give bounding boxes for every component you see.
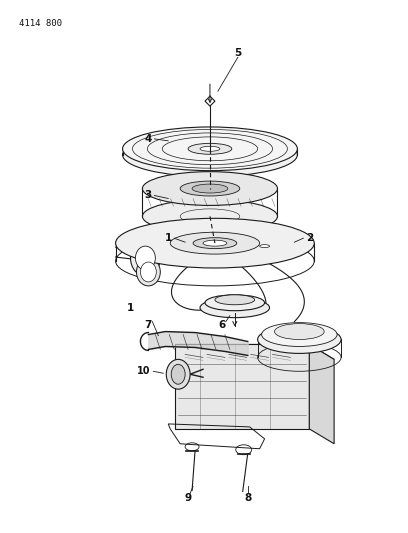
Text: 2: 2: [306, 233, 313, 243]
Ellipse shape: [192, 184, 228, 193]
Ellipse shape: [131, 240, 160, 276]
Text: 4114 800: 4114 800: [19, 19, 62, 28]
Text: 3: 3: [145, 190, 152, 200]
Ellipse shape: [193, 238, 237, 248]
Ellipse shape: [200, 298, 270, 318]
Polygon shape: [309, 344, 334, 444]
Text: 10: 10: [137, 366, 150, 376]
Polygon shape: [175, 344, 334, 359]
Ellipse shape: [115, 219, 314, 268]
Text: 4: 4: [145, 134, 152, 144]
Ellipse shape: [122, 133, 297, 176]
Text: 1: 1: [127, 303, 134, 313]
Ellipse shape: [136, 258, 160, 286]
Text: 9: 9: [184, 494, 192, 503]
Ellipse shape: [262, 322, 337, 346]
Ellipse shape: [142, 172, 277, 205]
Ellipse shape: [122, 127, 297, 171]
Ellipse shape: [170, 232, 259, 254]
Polygon shape: [175, 344, 309, 429]
Text: 1: 1: [164, 233, 172, 243]
Ellipse shape: [166, 359, 190, 389]
Ellipse shape: [180, 181, 240, 196]
Text: 5: 5: [234, 49, 242, 59]
Text: 7: 7: [145, 320, 152, 329]
Ellipse shape: [257, 326, 341, 353]
Ellipse shape: [215, 295, 255, 305]
Ellipse shape: [135, 246, 155, 270]
Ellipse shape: [205, 295, 264, 311]
Ellipse shape: [140, 262, 156, 282]
Ellipse shape: [188, 143, 232, 154]
Ellipse shape: [275, 324, 324, 340]
Ellipse shape: [142, 199, 277, 233]
Text: 6: 6: [218, 320, 226, 329]
Ellipse shape: [203, 240, 227, 246]
Ellipse shape: [200, 147, 220, 151]
Text: 8: 8: [244, 494, 251, 503]
Ellipse shape: [171, 365, 185, 384]
Ellipse shape: [259, 245, 270, 248]
